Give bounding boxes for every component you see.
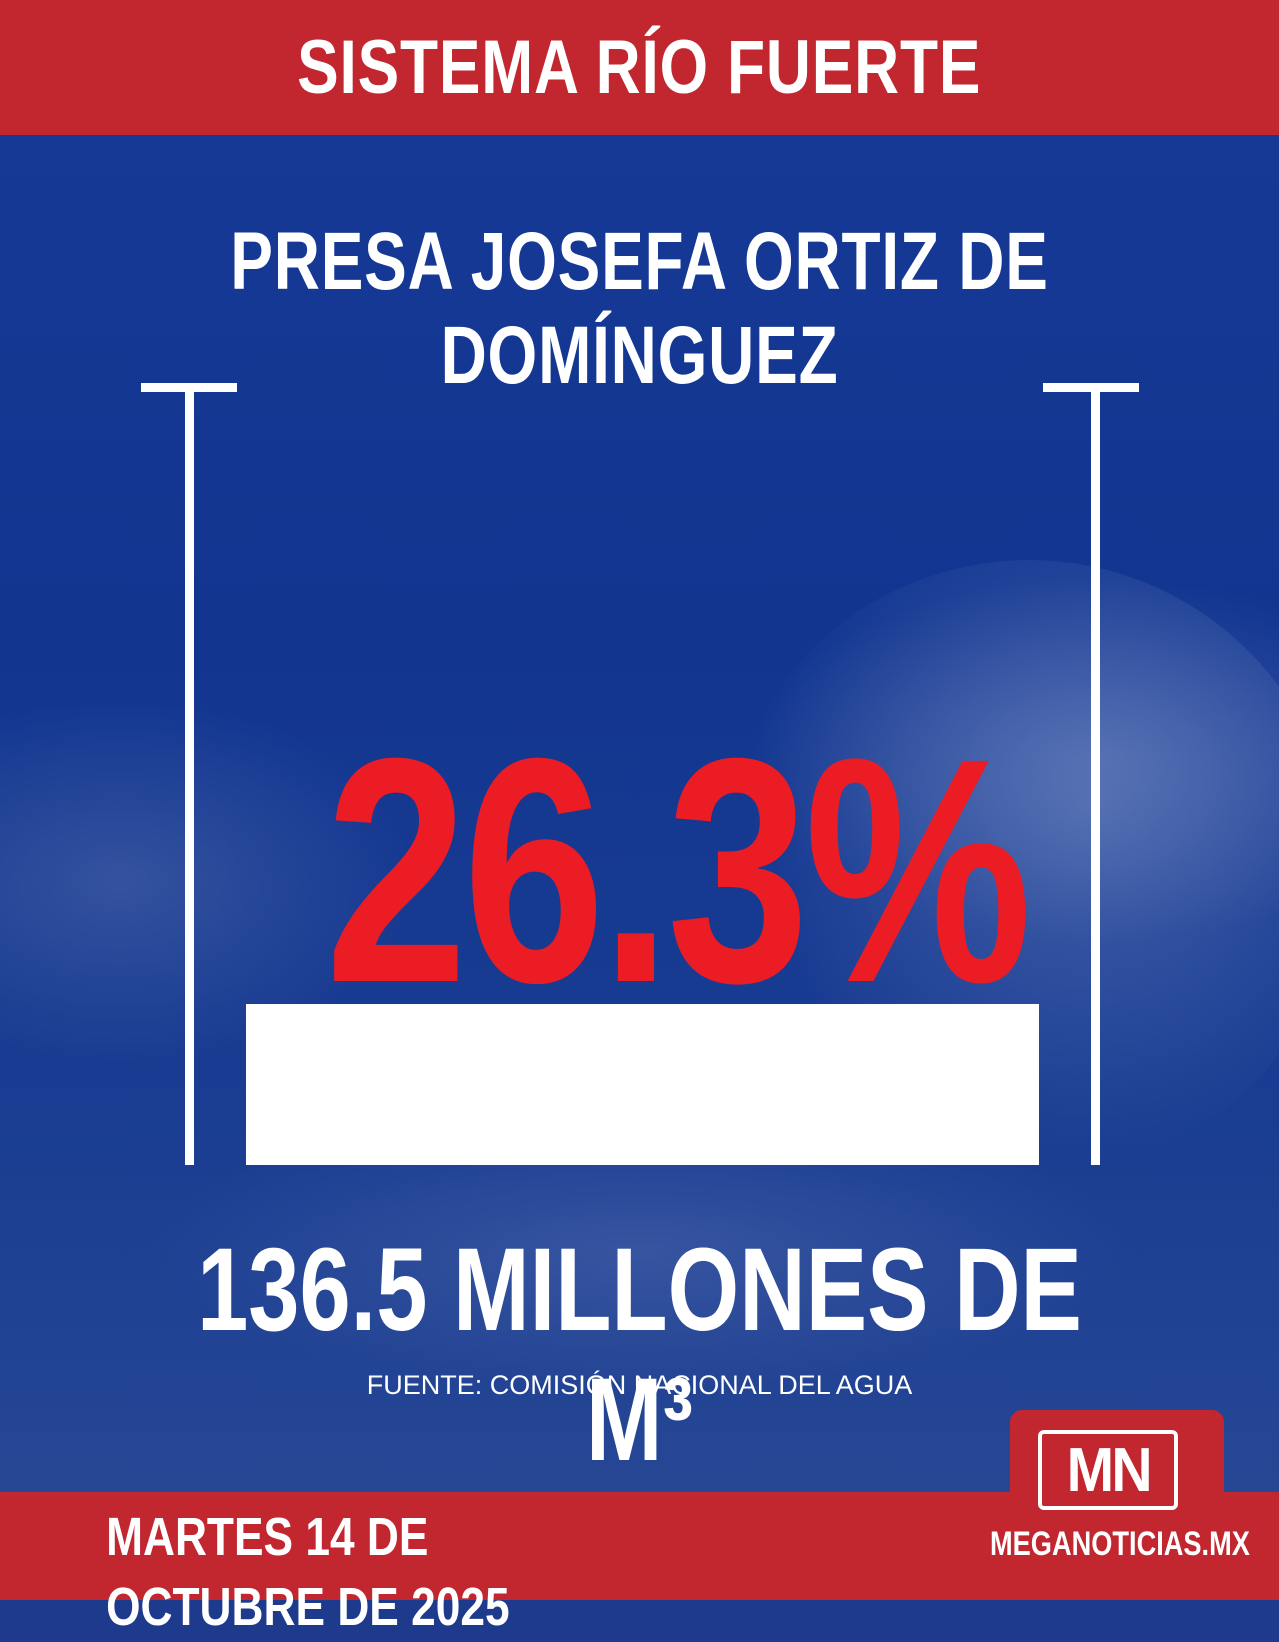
storage-percent: 26.3% [325,691,1032,1049]
mn-logo-icon: MN [1038,1430,1178,1510]
gauge-track [246,400,1039,1165]
gauge-bracket-left [141,383,237,1165]
storage-volume: 136.5 MILLONES DE M³ [197,1224,1082,1486]
site-name: MEGANOTICIAS.MX [990,1525,1250,1563]
system-title: SISTEMA RÍO FUERTE [297,25,982,110]
logo-badge [1010,1410,1224,1570]
logo-text: MN [1066,1435,1152,1505]
gauge-fill-level [246,1004,1039,1165]
dam-name: PRESA JOSEFA ORTIZ DE DOMÍNGUEZ [230,216,1049,401]
bracket-stem [1091,383,1100,1165]
publication-date: MARTES 14 DE OCTUBRE DE 2025 [106,1507,510,1637]
gauge-bracket-right [1043,383,1139,1165]
bracket-stem [185,383,194,1165]
background-image [0,0,1279,1600]
source-credit: FUENTE: COMISIÓN NACIONAL DEL AGUA [366,1370,913,1400]
top-banner: SISTEMA RÍO FUERTE [0,0,1279,135]
